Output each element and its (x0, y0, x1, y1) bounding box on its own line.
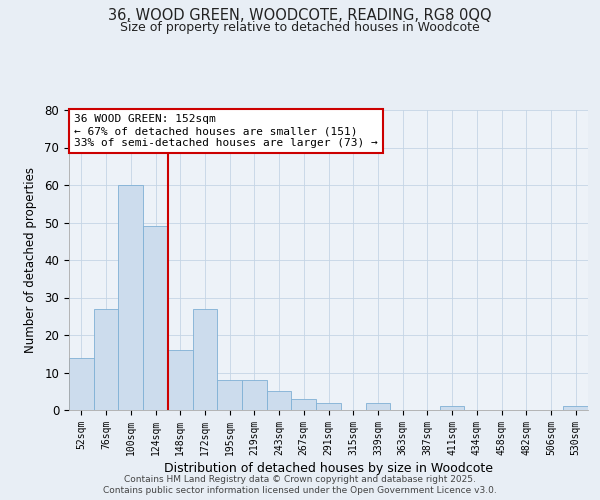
Text: Contains public sector information licensed under the Open Government Licence v3: Contains public sector information licen… (103, 486, 497, 495)
Bar (94, 308, 118, 410)
Bar (193, 308, 217, 410)
Bar (118, 185, 143, 410)
Text: Size of property relative to detached houses in Woodcote: Size of property relative to detached ho… (120, 21, 480, 34)
Y-axis label: Number of detached properties: Number of detached properties (25, 167, 37, 353)
Bar (242, 380, 267, 410)
Bar (168, 350, 193, 410)
Bar (217, 380, 242, 410)
Bar (292, 399, 316, 410)
Bar (563, 406, 588, 410)
Bar (69, 358, 94, 410)
X-axis label: Distribution of detached houses by size in Woodcote: Distribution of detached houses by size … (164, 462, 493, 475)
Bar (440, 406, 464, 410)
Bar (267, 391, 292, 410)
Text: Contains HM Land Registry data © Crown copyright and database right 2025.: Contains HM Land Registry data © Crown c… (124, 475, 476, 484)
Bar (365, 402, 390, 410)
Text: 36, WOOD GREEN, WOODCOTE, READING, RG8 0QQ: 36, WOOD GREEN, WOODCOTE, READING, RG8 0… (108, 8, 492, 22)
Bar (316, 402, 341, 410)
Bar (143, 226, 168, 410)
Text: 36 WOOD GREEN: 152sqm
← 67% of detached houses are smaller (151)
33% of semi-det: 36 WOOD GREEN: 152sqm ← 67% of detached … (74, 114, 378, 148)
